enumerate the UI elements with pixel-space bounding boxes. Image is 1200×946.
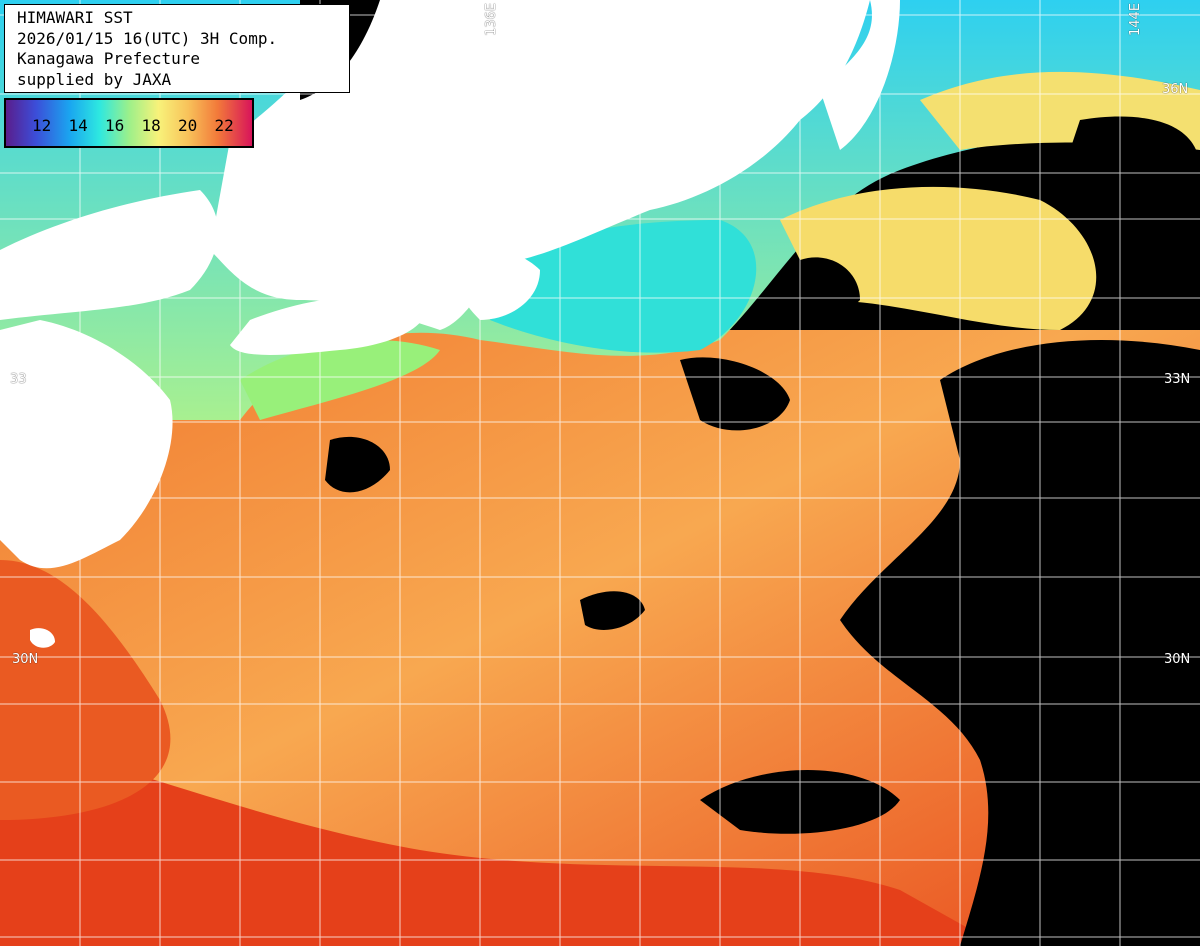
kuroshio-warm-band bbox=[0, 740, 1000, 946]
lat-label-30n-right: 30N bbox=[1164, 652, 1191, 667]
colorbar-label: 18 bbox=[141, 116, 161, 135]
coastal-green-patch bbox=[240, 340, 440, 420]
colorbar-label: 12 bbox=[32, 116, 52, 135]
lat-label-33-left: 33 bbox=[10, 372, 27, 387]
cloud-east-mass bbox=[840, 340, 1200, 946]
colorbar-labels: 12 14 16 18 20 22 bbox=[32, 116, 251, 135]
western-warm-water bbox=[0, 560, 171, 820]
info-title: HIMAWARI SST bbox=[17, 8, 133, 27]
land-kyushu bbox=[0, 320, 173, 569]
colorbar-label: 22 bbox=[214, 116, 234, 135]
temperature-colorbar: 12 14 16 18 20 22 bbox=[4, 98, 254, 148]
lat-label-30n-left: 30N bbox=[12, 652, 39, 667]
land-western-honshu bbox=[0, 190, 219, 320]
colorbar-label: 16 bbox=[105, 116, 125, 135]
coastal-cyan-patch bbox=[490, 220, 757, 353]
cloud-central-patch bbox=[580, 591, 645, 630]
lon-label-136e: 136E bbox=[484, 2, 499, 36]
cloud-offshore-patch bbox=[680, 357, 790, 431]
land-kii-peninsula bbox=[450, 246, 540, 320]
colorbar-label: 14 bbox=[68, 116, 88, 135]
cloud-north-patch bbox=[800, 257, 860, 315]
land-shikoku bbox=[230, 296, 426, 355]
land-honshu bbox=[210, 0, 870, 330]
info-box: HIMAWARI SST 2026/01/15 16(UTC) 3H Comp.… bbox=[4, 4, 350, 93]
cloud-west-patch bbox=[325, 436, 390, 493]
lat-label-36n: 36N bbox=[1162, 82, 1189, 97]
info-datetime: 2026/01/15 16(UTC) 3H Comp. bbox=[17, 28, 278, 48]
lon-label-144e: 144E bbox=[1128, 2, 1143, 36]
land-tanegashima bbox=[30, 628, 55, 648]
cloud-northeast bbox=[1060, 116, 1200, 260]
colorbar-label: 20 bbox=[178, 116, 198, 135]
info-credit: supplied by JAXA bbox=[17, 69, 172, 89]
info-region: Kanagawa Prefecture bbox=[17, 49, 201, 68]
lat-label-33n: 33N bbox=[1164, 372, 1191, 387]
